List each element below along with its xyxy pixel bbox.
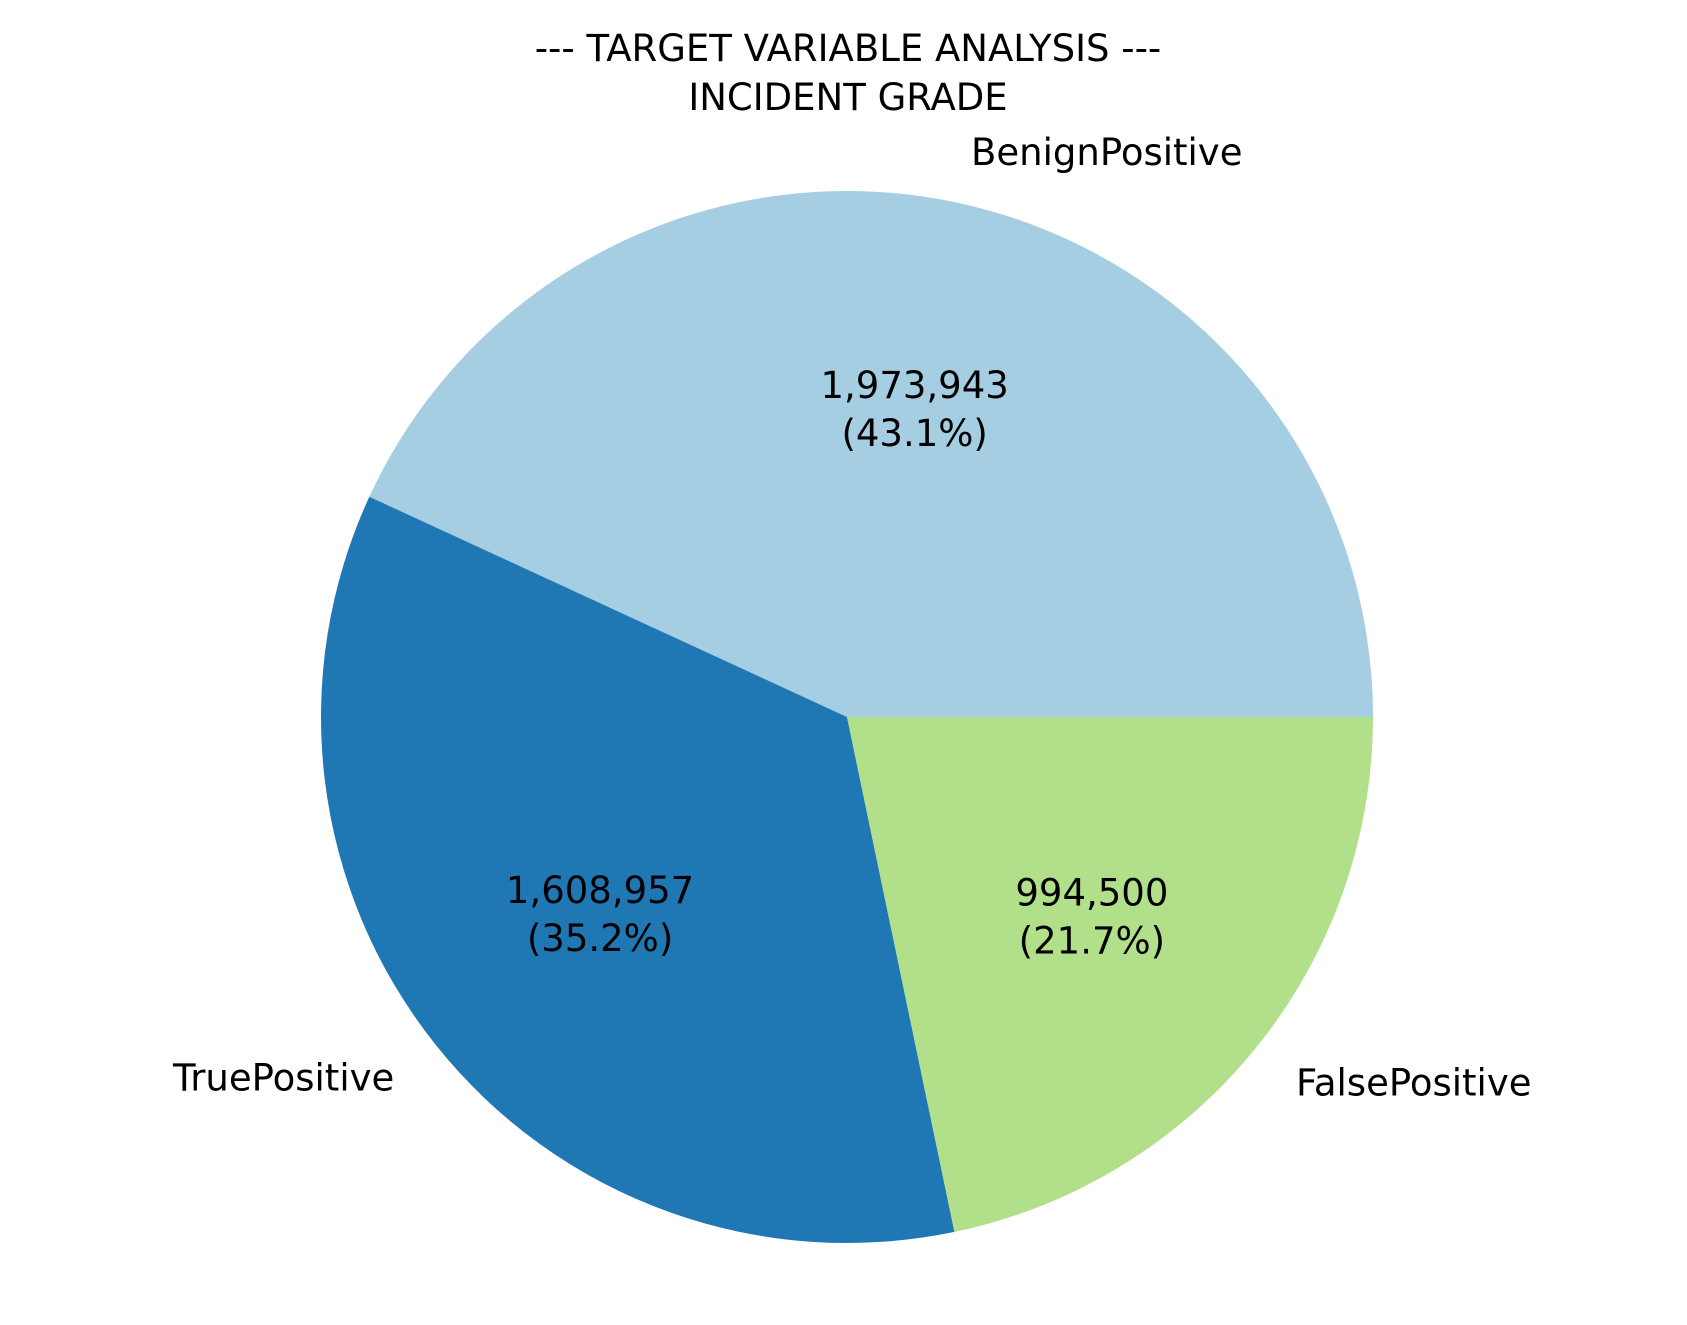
slice-category-label-benignpositive: BenignPositive (971, 131, 1242, 174)
slice-percent-label-truepositive: (35.2%) (527, 917, 673, 960)
slice-value-label-benignpositive: 1,973,943 (820, 364, 1008, 407)
slice-category-label-truepositive: TruePositive (172, 1057, 394, 1100)
slice-category-label-falsepositive: FalsePositive (1296, 1061, 1532, 1104)
slice-value-label-truepositive: 1,608,957 (506, 869, 694, 912)
slice-percent-label-benignpositive: (43.1%) (841, 412, 987, 455)
chart-title-group: --- TARGET VARIABLE ANALYSIS --- INCIDEN… (535, 27, 1162, 119)
chart-subtitle: INCIDENT GRADE (688, 76, 1007, 119)
pie-slice-benignpositive (369, 191, 1373, 717)
pie-slices (320, 191, 1373, 1244)
chart-title: --- TARGET VARIABLE ANALYSIS --- (535, 27, 1162, 70)
slice-value-label-falsepositive: 994,500 (1015, 871, 1168, 914)
slice-percent-label-falsepositive: (21.7%) (1019, 919, 1165, 962)
pie-labels: 1,973,943 (43.1%) BenignPositive 1,608,957 (… (172, 131, 1531, 1104)
pie-slice-truepositive (320, 496, 955, 1244)
pie-slice-falsepositive (847, 717, 1373, 1232)
